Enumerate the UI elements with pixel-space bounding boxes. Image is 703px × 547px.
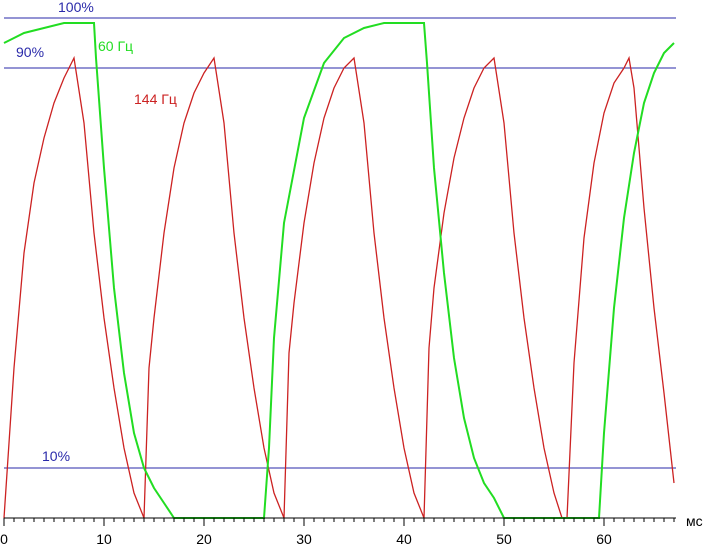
x-tick-label: 0 (0, 531, 8, 547)
x-tick-label: 60 (596, 531, 612, 547)
series-label-144hz: 144 Гц (134, 91, 177, 107)
x-tick-label: 10 (96, 531, 112, 547)
x-tick-label: 50 (496, 531, 512, 547)
series-line-144hz (3, 55, 675, 519)
x-axis-unit-label: мс (686, 513, 703, 529)
reference-lines: 100% 90% 10% (4, 0, 676, 469)
series-label-60hz: 60 Гц (98, 38, 133, 54)
reference-label-100: 100% (58, 0, 94, 15)
x-tick-label: 30 (296, 531, 312, 547)
series-layer: 60 Гц 144 Гц (3, 22, 675, 519)
x-axis-major-ticks: 0 10 20 30 40 50 60 (0, 518, 612, 547)
x-tick-label: 40 (396, 531, 412, 547)
reference-label-90: 90% (16, 44, 44, 60)
reference-label-10: 10% (42, 448, 70, 464)
x-axis: 0 10 20 30 40 50 60 мс (0, 513, 703, 547)
x-axis-minor-ticks (13, 518, 675, 522)
series-line-60hz (3, 22, 675, 519)
x-tick-label: 20 (196, 531, 212, 547)
